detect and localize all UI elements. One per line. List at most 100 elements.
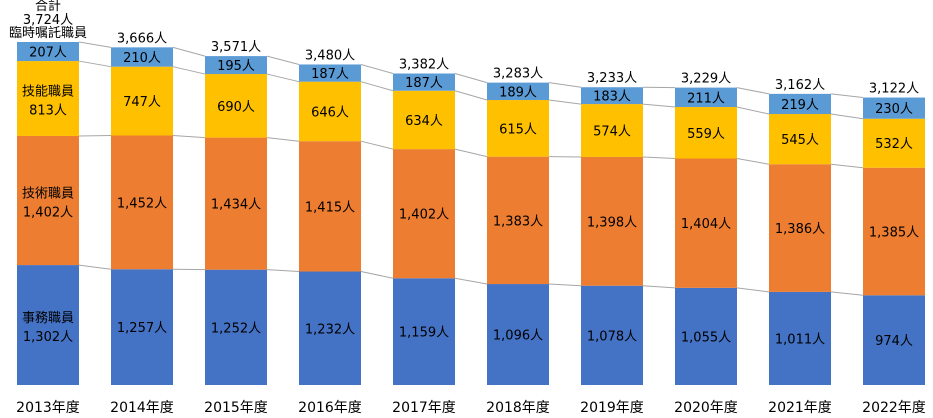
bar-segment-0-2	[205, 269, 267, 385]
bar-segment-2-4	[393, 90, 455, 150]
bar-segment-1-0	[17, 135, 79, 266]
series-line-0-7	[736, 287, 770, 293]
series-lines	[78, 41, 864, 296]
data-label: 1,415人	[305, 200, 355, 215]
data-label: 183人	[593, 90, 631, 105]
series-line-2-1	[172, 66, 206, 75]
bar-segment-3-5	[487, 82, 549, 101]
series-line-1-2	[266, 137, 300, 142]
data-label: 187人	[405, 76, 443, 91]
data-label: 187人	[311, 67, 349, 82]
bar-segment-1-4	[393, 149, 455, 279]
data-label: 532人	[875, 137, 913, 152]
data-label: 210人	[123, 51, 161, 66]
total-label: 3,382人	[399, 58, 449, 73]
data-label: 1,232人	[305, 322, 355, 337]
x-tick-label: 2014年度	[110, 400, 174, 416]
x-tick-label: 2017年度	[392, 400, 456, 416]
data-label: 1,383人	[493, 214, 543, 229]
series-line-2-8	[830, 113, 864, 120]
data-label: 646人	[311, 105, 349, 120]
totals-name-label: 合計	[35, 0, 61, 14]
bar-segment-3-7	[675, 87, 737, 108]
bar-segment-2-3	[299, 81, 361, 142]
x-tick-label: 2019年度	[580, 400, 644, 416]
series-line-2-3	[360, 81, 394, 92]
data-label: 219人	[781, 98, 819, 113]
data-label: 559人	[687, 127, 725, 142]
data-label: 1,159人	[399, 326, 449, 341]
data-label: 615人	[499, 122, 537, 137]
data-label: 1,386人	[775, 222, 825, 237]
data-label: 574人	[593, 125, 631, 140]
total-label: 3,233人	[587, 71, 637, 86]
bar-segment-0-7	[675, 287, 737, 385]
data-label: 634人	[405, 114, 443, 129]
series-line-0-2	[266, 269, 300, 273]
data-label: 1,011人	[775, 332, 825, 347]
data-label: 1,402人	[399, 208, 449, 223]
data-label: 1,385人	[869, 226, 919, 241]
data-labels: 事務職員1,302人技術職員1,402人技能職員813人臨時嘱託職員207人合計…	[9, 0, 919, 349]
bar-segment-0-0	[17, 265, 79, 385]
bar-segment-3-3	[299, 64, 361, 82]
x-tick-label: 2015年度	[204, 400, 268, 416]
series-line-1-3	[360, 140, 394, 150]
series-name-label: 技能職員	[22, 85, 74, 100]
series-line-0-0	[78, 264, 112, 270]
series-line-1-6	[642, 156, 676, 160]
bar-segment-1-9	[863, 167, 925, 296]
data-label: 1,055人	[681, 330, 731, 345]
total-label: 3,229人	[681, 72, 731, 87]
total-label: 3,162人	[775, 78, 825, 93]
bar-segment-1-2	[205, 137, 267, 270]
bar-segment-2-7	[675, 107, 737, 159]
series-line-0-3	[360, 271, 394, 279]
bar-segment-1-8	[769, 164, 831, 292]
data-label: 1,096人	[493, 329, 543, 344]
bar-segment-2-2	[205, 74, 267, 138]
bar-segment-3-4	[393, 73, 455, 91]
bar-segment-3-6	[581, 87, 643, 105]
bar-segment-1-6	[581, 156, 643, 286]
bar-segment-3-8	[769, 93, 831, 115]
series-line-3-1	[172, 46, 206, 57]
data-label: 690人	[217, 100, 255, 115]
data-label: 1,404人	[681, 217, 731, 232]
x-axis: 2013年度 2014年度 2015年度 2016年度 2017年度 2018年度 2019…	[16, 400, 926, 416]
bar-segment-0-3	[299, 271, 361, 385]
series-name-label: 臨時嘱託職員	[9, 25, 87, 41]
total-label: 3,666人	[117, 31, 167, 46]
bar-segment-2-1	[111, 66, 173, 136]
series-line-3-5	[548, 82, 582, 88]
series-line-3-8	[830, 93, 864, 99]
x-tick-label: 2021年度	[768, 400, 832, 416]
x-tick-label: 2018年度	[486, 400, 550, 416]
series-line-0-6	[642, 285, 676, 289]
x-tick-label: 2013年度	[16, 400, 80, 416]
series-line-2-0	[78, 60, 112, 68]
series-line-0-5	[548, 283, 582, 287]
series-line-1-4	[454, 148, 488, 158]
series-line-3-3	[360, 63, 394, 74]
data-label: 1,257人	[117, 321, 167, 336]
total-label: 3,571人	[211, 40, 261, 55]
bar-segment-3-0	[17, 42, 79, 62]
series-line-0-4	[454, 277, 488, 285]
series-name-label: 事務職員	[22, 311, 74, 326]
bar-segment-0-5	[487, 284, 549, 385]
series-line-2-2	[266, 73, 300, 83]
bar-segment-3-2	[205, 56, 267, 75]
data-label: 813人	[29, 104, 67, 119]
bar-segment-2-8	[769, 114, 831, 165]
data-label: 195人	[217, 59, 255, 74]
data-label: 545人	[781, 133, 819, 148]
total-label: 3,283人	[493, 67, 543, 82]
data-label: 189人	[499, 85, 537, 100]
bar-segment-0-1	[111, 269, 173, 385]
series-line-1-1	[172, 134, 206, 139]
series-line-2-6	[642, 103, 676, 108]
series-line-3-4	[454, 73, 488, 84]
bar-segment-1-1	[111, 135, 173, 270]
